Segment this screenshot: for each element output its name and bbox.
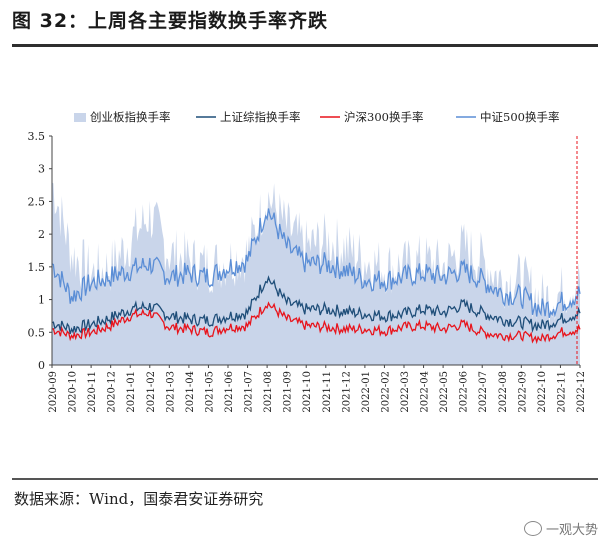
legend-label-3: 中证500换手率: [480, 110, 559, 124]
x-tick-label: 2022-04: [420, 371, 431, 413]
x-tick-label: 2022-02: [380, 371, 391, 413]
x-tick-label: 2021-11: [322, 371, 333, 413]
turnover-chart: 0 0.5 1 1.5 2 2.5 3 3.5 2020-09 2020-10 2020-11 202…: [12, 98, 600, 436]
legend-swatch-0: [74, 113, 86, 122]
chart-svg: 0 0.5 1 1.5 2 2.5 3 3.5 2020-09 2020-10 2020-11 202…: [28, 110, 588, 413]
chart-title: 图 32：上周各主要指数换手率齐跌: [12, 10, 329, 32]
watermark: 一观大势: [523, 519, 598, 538]
x-tick-label: 2022-05: [439, 371, 450, 413]
x-tick-label: 2021-04: [185, 371, 196, 413]
y-tick-label: 0.5: [28, 326, 46, 339]
x-tick-label: 2022-08: [498, 371, 509, 413]
x-tick-label: 2021-03: [165, 371, 176, 413]
source-divider: [12, 478, 598, 480]
y-tick-label: 3: [38, 163, 45, 176]
x-tick-label: 2022-10: [537, 371, 548, 413]
y-tick-label: 1.5: [28, 261, 46, 274]
y-tick-label: 2.5: [28, 195, 46, 208]
x-tick-label: 2022-03: [400, 371, 411, 413]
x-tick-label: 2021-10: [302, 371, 313, 413]
series-line-1: [51, 275, 581, 335]
series-line-2: [51, 301, 581, 345]
x-tick-label: 2020-11: [87, 371, 98, 413]
legend-label-2: 沪深300换手率: [344, 110, 423, 124]
x-tick-label: 2021-05: [204, 371, 215, 413]
y-tick-label: 2: [38, 228, 45, 241]
x-tick-label: 2020-09: [48, 371, 59, 413]
series-line-3: [51, 208, 581, 318]
title-divider: [12, 44, 598, 47]
x-tick-label: 2021-02: [146, 371, 157, 413]
x-tick-label: 2022-06: [459, 371, 470, 413]
x-tick-label: 2021-06: [224, 371, 235, 413]
x-tick-label: 2022-09: [517, 371, 528, 413]
y-tick-label: 0: [38, 359, 45, 372]
y-tick-label: 3.5: [28, 130, 46, 143]
data-source: 数据来源：Wind，国泰君安证券研究: [14, 490, 264, 508]
x-tick-label: 2022-01: [361, 371, 372, 413]
watermark-text: 一观大势: [545, 523, 598, 538]
wechat-icon: [523, 521, 542, 536]
x-tick-label: 2022-11: [556, 371, 567, 413]
legend-label-0: 创业板指换手率: [90, 110, 171, 124]
x-tick-label: 2021-01: [126, 371, 137, 413]
x-tick-label: 2022-12: [576, 371, 587, 413]
x-tick-label: 2021-07: [244, 371, 255, 413]
x-tick-label: 2021-12: [341, 371, 352, 413]
x-tick-label: 2022-07: [478, 371, 489, 413]
y-tick-label: 1: [38, 294, 45, 307]
x-tick-label: 2021-09: [283, 371, 294, 413]
legend-label-1: 上证综指换手率: [220, 110, 301, 124]
x-tick-label: 2021-08: [263, 371, 274, 413]
x-tick-label: 2020-12: [107, 371, 118, 413]
x-tick-label: 2020-10: [68, 371, 79, 413]
